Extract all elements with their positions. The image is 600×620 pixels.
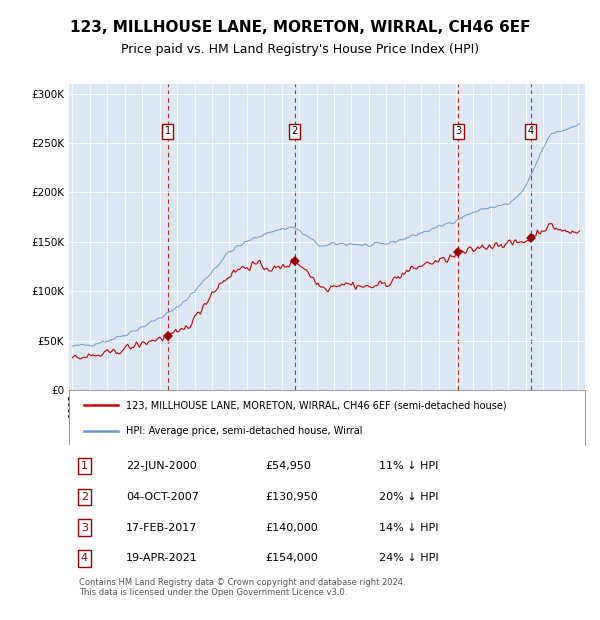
- Text: 3: 3: [455, 126, 461, 136]
- Text: 1: 1: [81, 461, 88, 471]
- Text: 14% ↓ HPI: 14% ↓ HPI: [379, 523, 438, 533]
- Text: 11% ↓ HPI: 11% ↓ HPI: [379, 461, 438, 471]
- Text: 123, MILLHOUSE LANE, MORETON, WIRRAL, CH46 6EF (semi-detached house): 123, MILLHOUSE LANE, MORETON, WIRRAL, CH…: [126, 401, 506, 410]
- Text: 123, MILLHOUSE LANE, MORETON, WIRRAL, CH46 6EF: 123, MILLHOUSE LANE, MORETON, WIRRAL, CH…: [70, 20, 530, 35]
- Text: 24% ↓ HPI: 24% ↓ HPI: [379, 554, 438, 564]
- Text: HPI: Average price, semi-detached house, Wirral: HPI: Average price, semi-detached house,…: [126, 427, 362, 436]
- Text: 2: 2: [81, 492, 88, 502]
- Text: £140,000: £140,000: [265, 523, 318, 533]
- Text: £130,950: £130,950: [265, 492, 318, 502]
- Text: 4: 4: [81, 554, 88, 564]
- Text: 4: 4: [528, 126, 534, 136]
- Text: 17-FEB-2017: 17-FEB-2017: [126, 523, 197, 533]
- Text: 22-JUN-2000: 22-JUN-2000: [126, 461, 197, 471]
- Text: £54,950: £54,950: [265, 461, 311, 471]
- Text: Contains HM Land Registry data © Crown copyright and database right 2024.
This d: Contains HM Land Registry data © Crown c…: [79, 578, 406, 597]
- Text: 19-APR-2021: 19-APR-2021: [126, 554, 197, 564]
- Text: 1: 1: [165, 126, 171, 136]
- Text: Price paid vs. HM Land Registry's House Price Index (HPI): Price paid vs. HM Land Registry's House …: [121, 43, 479, 56]
- Text: £154,000: £154,000: [265, 554, 318, 564]
- Text: 20% ↓ HPI: 20% ↓ HPI: [379, 492, 438, 502]
- Text: 2: 2: [292, 126, 298, 136]
- Text: 3: 3: [81, 523, 88, 533]
- Text: 04-OCT-2007: 04-OCT-2007: [126, 492, 199, 502]
